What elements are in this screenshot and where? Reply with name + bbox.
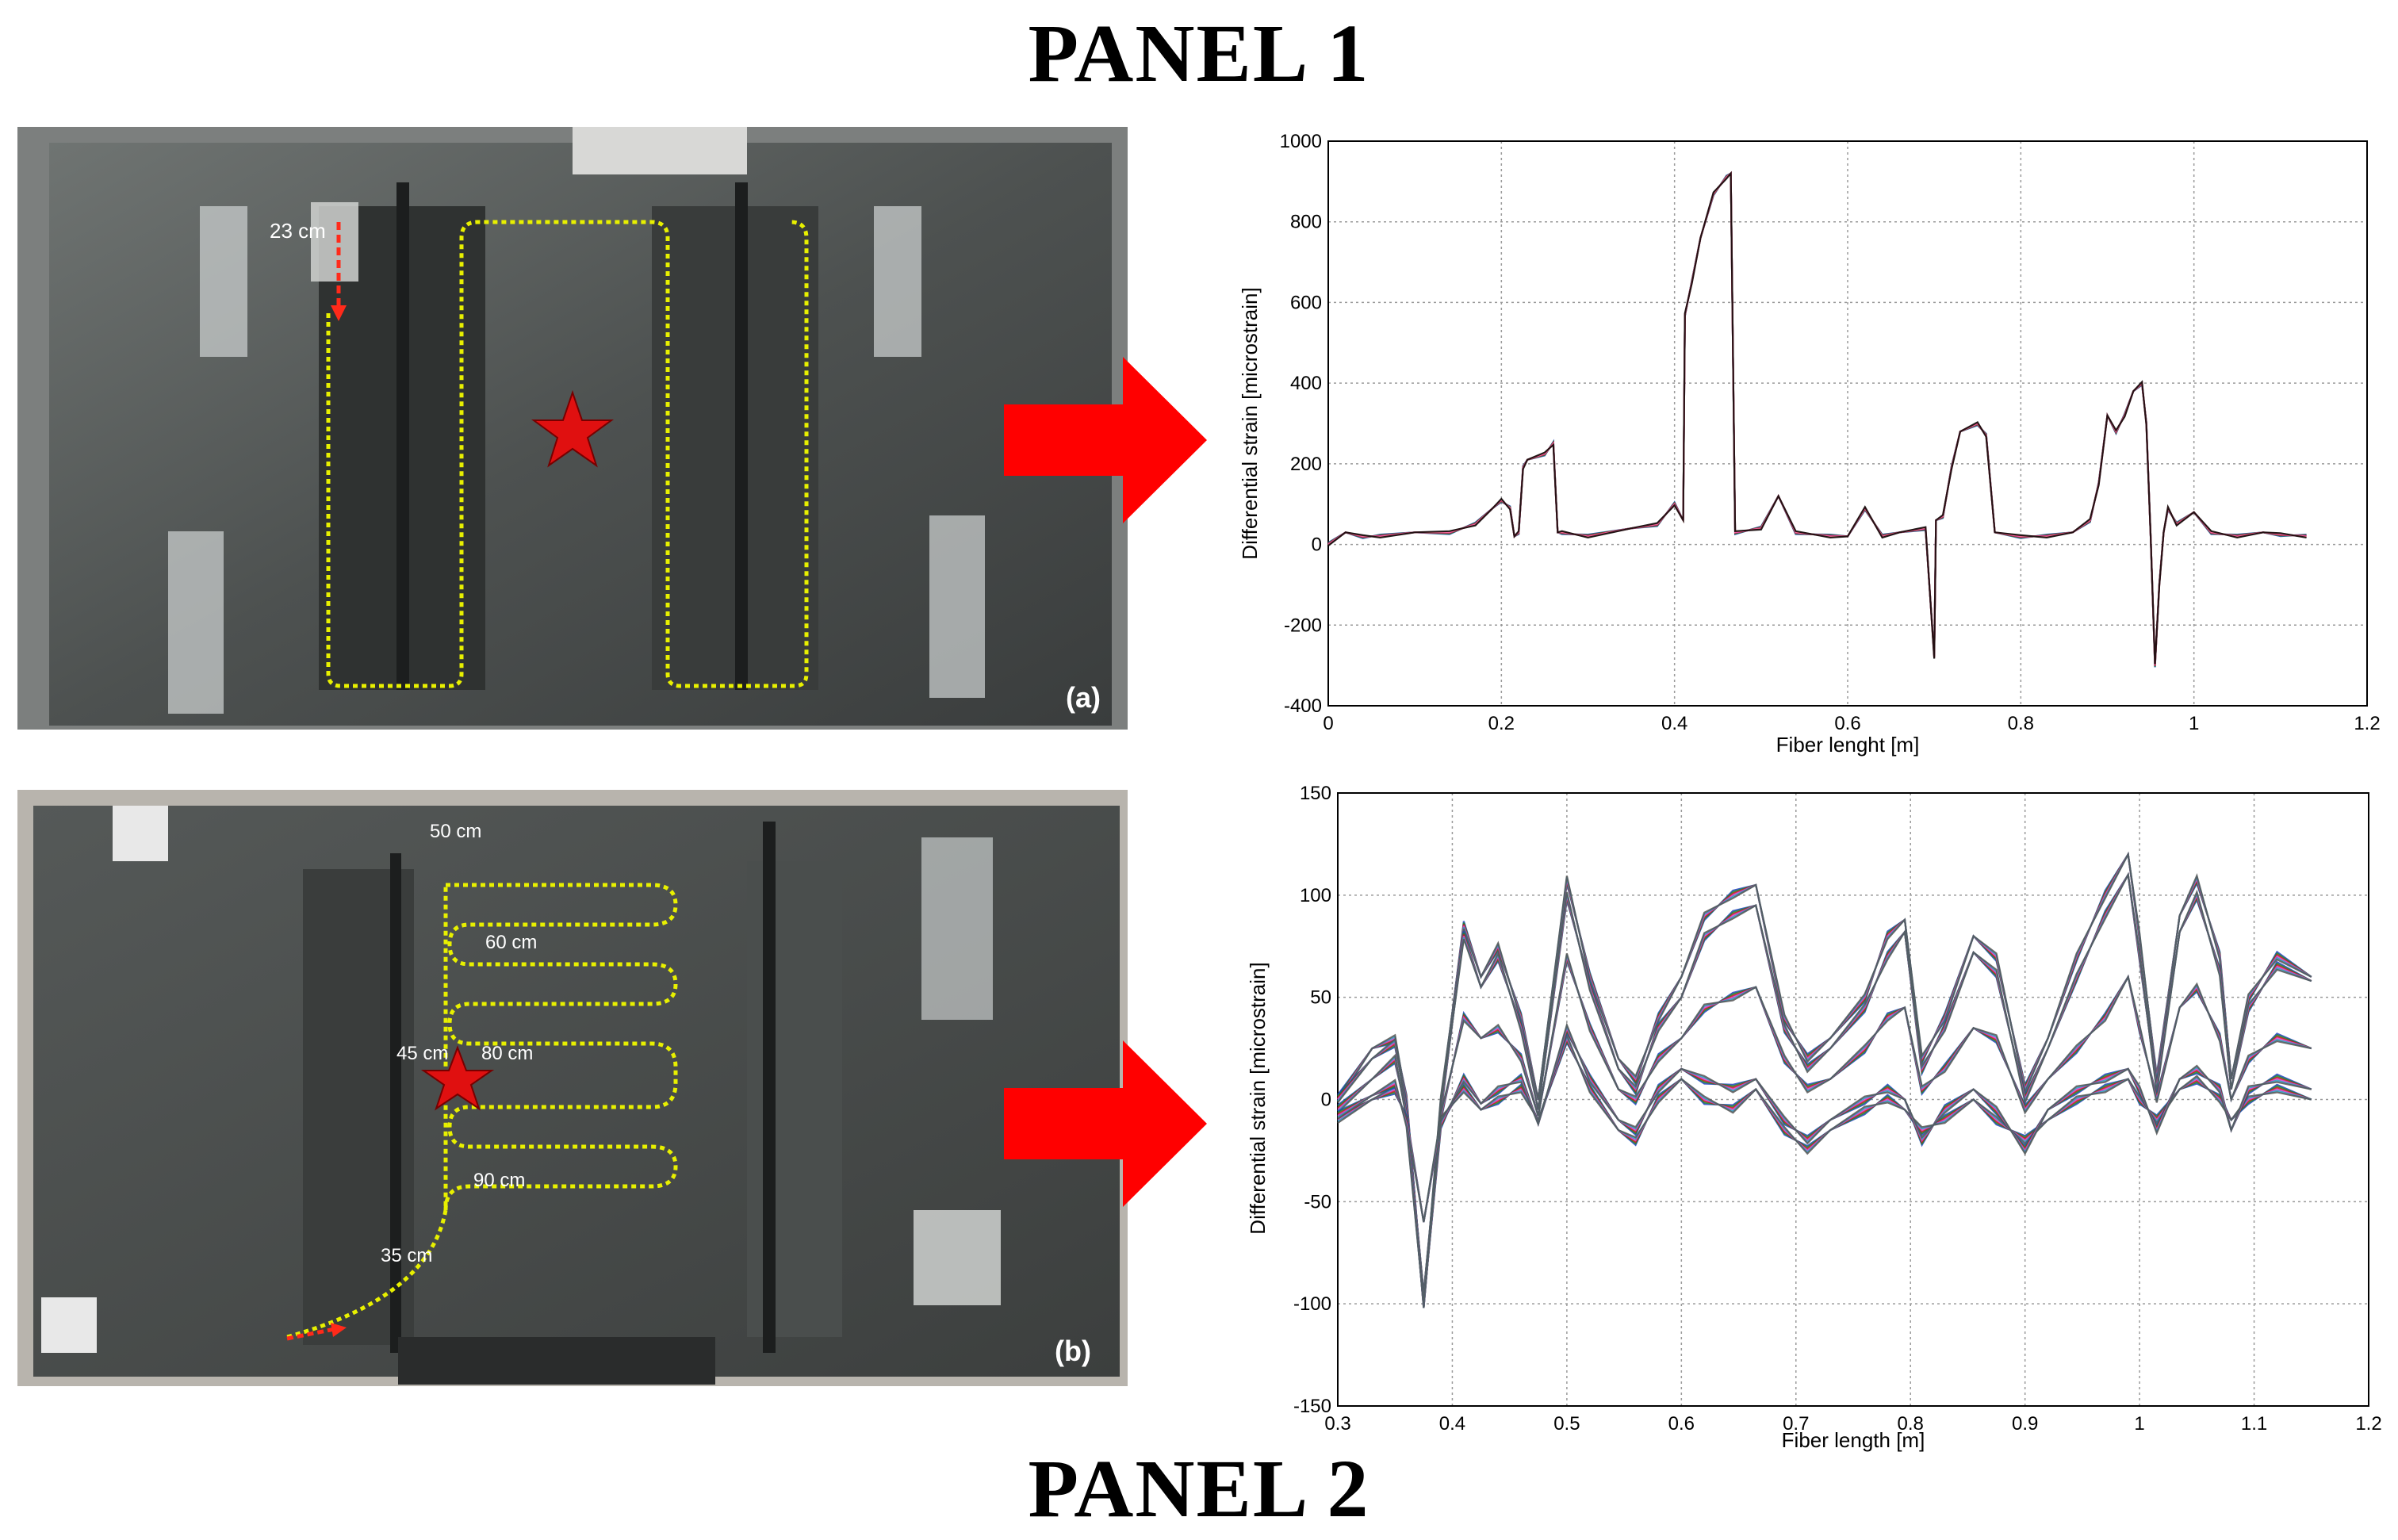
chart-b-series-line [1337,872,2312,1308]
chart-a-ytick-label: -400 [1284,695,1322,717]
chart-b-xtick-label: 0.6 [1668,1413,1695,1435]
chart-b-xtick-label: 0.5 [1553,1413,1580,1435]
annotation-80cm: 80 cm [481,1043,533,1064]
panel-1-title: PANEL 1 [1028,8,1370,99]
fiber-path-b [286,883,678,1339]
chart-b-xtick-label: 0.3 [1324,1413,1350,1435]
impact-star-b [420,1045,495,1111]
chart-a-xtick-label: 1.2 [2354,713,2380,734]
chart-b-series-line [1337,851,2312,1304]
chart-a-xtick-label: 0 [1323,713,1333,734]
chart-a-ytick-label: 200 [1290,454,1322,475]
chart-b-ytick-label: 0 [1321,1090,1331,1111]
chart-b-xtick-label: 0.9 [2012,1413,2038,1435]
chart-a-xtick-label: 0.2 [1488,713,1515,734]
chart-a-series-line [1327,170,2307,665]
chart-b-xtick-label: 0.4 [1439,1413,1465,1435]
annotation-90cm: 90 cm [473,1170,525,1191]
chart-b: 0.3 0.4 0.5 0.6 0.7 0.8 0.9 1 1.1 1.2 -150 -100 -50 0… [1246,783,2382,1452]
photo-panel-b: 50 cm 60 cm 45 cm 80 cm 90 cm 35 cm (b) [17,790,1128,1386]
chart-b-series-line [1337,1022,2312,1304]
chart-b-series-line [1337,872,2312,1308]
annotation-50cm: 50 cm [430,821,481,842]
chart-b-series-line [1337,872,2312,1308]
chart-a-ylabel: Differential strain [microstrain] [1238,287,1262,559]
chart-a: 0 0.2 0.4 0.6 0.8 1 1.2 -400 -200 0 200 400 600 800 10… [1238,131,2381,757]
chart-a-ytick-label: 0 [1312,534,1322,556]
chart-b-xlabel: Fiber length [m] [1782,1428,1925,1452]
arrow-right-icon [1004,1040,1207,1207]
annotation-23cm: 23 cm [270,219,326,243]
chart-b-xtick-label: 0.8 [1898,1413,1924,1435]
chart-a-ytick-label: 1000 [1280,131,1322,152]
chart-b-series-line [1337,1027,2312,1304]
chart-b-ytick-label: 150 [1300,783,1331,804]
photo-b-label: (b) [1055,1335,1091,1367]
chart-b-series-line [1337,852,2312,1304]
annotation-35cm: 35 cm [381,1245,432,1266]
chart-b-series-line [1337,952,2312,1294]
fiber-path-a [326,220,809,688]
chart-b-ytick-label: 50 [1310,987,1331,1009]
chart-b-xtick-label: 1 [2134,1413,2144,1435]
panel-2-title: PANEL 2 [1028,1443,1370,1534]
chart-b-series-line [1337,872,2312,1308]
chart-a-ytick-label: -200 [1284,615,1322,636]
chart-b-xtick-label: 1.1 [2241,1413,2267,1435]
chart-b-ytick-label: -50 [1304,1191,1331,1212]
chart-b-series-line [1337,872,2312,1308]
chart-b-plot-area [1337,792,2369,1407]
direction-arrow-b [286,1327,335,1341]
chart-a-xlabel: Fiber lenght [m] [1776,733,1920,757]
chart-a-plot-area [1327,140,2368,707]
annotation-60cm: 60 cm [485,932,537,953]
chart-b-series-line [1337,851,2312,1304]
chart-b-ytick-label: -100 [1293,1293,1331,1315]
chart-b-xtick-label: 0.7 [1783,1413,1809,1435]
chart-a-xtick-label: 0.6 [1834,713,1860,734]
chart-a-ytick-label: 600 [1290,292,1322,313]
chart-b-ytick-label: -150 [1293,1396,1331,1417]
chart-b-ytick-label: 100 [1300,885,1331,906]
chart-b-series-line [1337,1030,2312,1304]
annotation-45cm: 45 cm [396,1043,448,1064]
arrow-right-icon [1004,357,1207,523]
chart-b-series-line [1337,851,2312,1304]
photo-a-label: (a) [1066,681,1101,714]
chart-a-xtick-label: 0.4 [1661,713,1687,734]
chart-b-series-line [1337,852,2312,1304]
chart-b-xtick-label: 1.2 [2355,1413,2381,1435]
photo-panel-a: 23 cm (a) [17,127,1128,730]
chart-a-ytick-label: 800 [1290,212,1322,233]
chart-a-ytick-label: 400 [1290,373,1322,394]
chart-b-series-line [1337,872,2312,1308]
chart-b-series-line [1337,851,2312,1304]
chart-a-xtick-label: 1 [2189,713,2199,734]
chart-a-xtick-label: 0.8 [2008,713,2034,734]
chart-b-ylabel: Differential strain [microstrain] [1246,962,1270,1234]
chart-b-series-line [1337,1029,2312,1304]
impact-star-a [531,389,615,468]
